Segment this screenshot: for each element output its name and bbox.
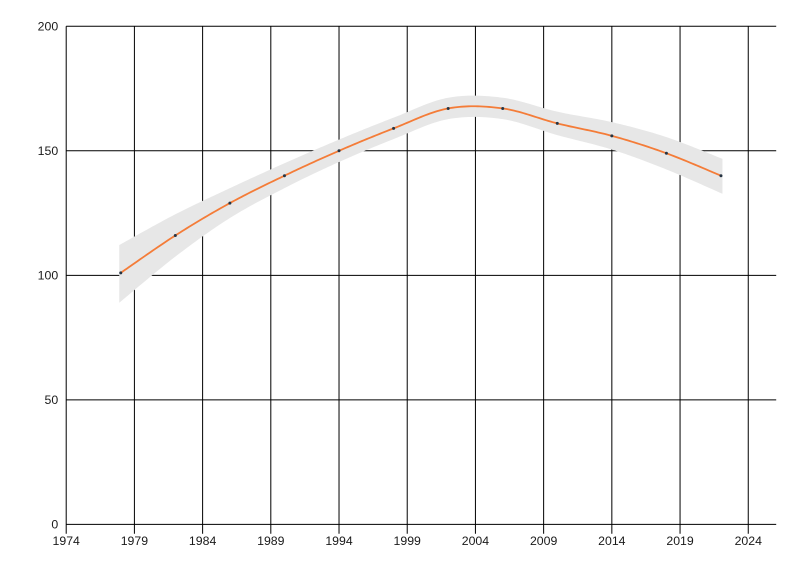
svg-text:1984: 1984 [189,534,217,548]
svg-text:2009: 2009 [530,534,558,548]
svg-text:1994: 1994 [325,534,353,548]
svg-text:2019: 2019 [666,534,694,548]
svg-text:1979: 1979 [121,534,149,548]
svg-text:150: 150 [38,144,59,158]
svg-text:1989: 1989 [257,534,285,548]
svg-text:0: 0 [51,517,58,531]
svg-text:2014: 2014 [598,534,626,548]
svg-text:200: 200 [38,19,59,33]
svg-text:50: 50 [45,393,59,407]
svg-text:1974: 1974 [53,534,81,548]
svg-text:1999: 1999 [394,534,422,548]
svg-text:2004: 2004 [462,534,490,548]
svg-text:2024: 2024 [735,534,763,548]
svg-text:100: 100 [38,268,59,282]
